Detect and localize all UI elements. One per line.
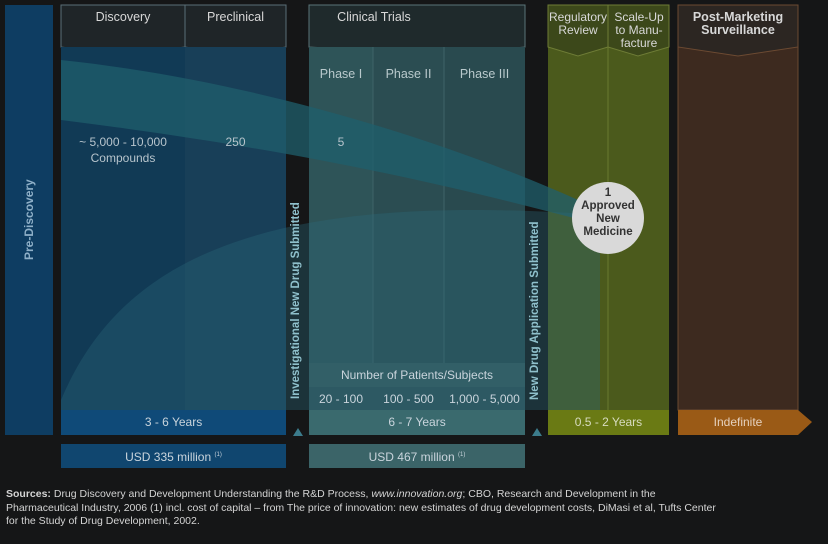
duration-clinical: 6 - 7 Years	[388, 415, 446, 429]
patients-values-box	[309, 387, 525, 410]
phase3-column	[444, 47, 525, 363]
sources-url: www.innovation.org	[371, 488, 463, 500]
phase1-column	[309, 47, 373, 363]
duration-bar-discovery	[61, 410, 286, 435]
pre-discovery-bar	[5, 5, 53, 435]
cost-clinical: USD 467 million (1)	[368, 450, 466, 464]
post-column	[677, 4, 799, 411]
duration-post: Indefinite	[713, 415, 763, 429]
regulatory-header-box	[547, 4, 609, 57]
post-marketing-label: Post-Marketing Surveillance	[692, 10, 784, 37]
duration-review: 0.5 - 2 Years	[574, 415, 643, 429]
approved-medicine-text: 1 Approved New Medicine	[581, 187, 635, 238]
nda-triangle	[532, 428, 542, 436]
preclinical-compounds: 250	[225, 135, 246, 149]
post-header-box	[677, 4, 799, 57]
funnel-lower-area	[61, 210, 600, 410]
scaleup-header-box	[607, 4, 670, 57]
ind-milestone-label: Investigational New Drug Submitted	[290, 202, 302, 400]
patients-title-box	[309, 363, 525, 387]
cost-bar-preclinical	[61, 444, 286, 468]
ind-triangle	[293, 428, 303, 436]
funnel-upper-band	[61, 60, 600, 225]
patients-phase1: 20 - 100	[318, 392, 364, 406]
approved-medicine-circle	[572, 182, 644, 254]
preclinical-label: Preclinical	[207, 10, 264, 24]
duration-bar-clinical	[309, 410, 525, 435]
phase1-compounds: 5	[337, 135, 345, 149]
duration-discovery: 3 - 6 Years	[144, 415, 203, 429]
discovery-compounds: ~ 5,000 - 10,000 Compounds	[79, 135, 167, 165]
scale-up-label: Scale-Up to Manu- facture	[614, 10, 664, 50]
clinical-trials-label: Clinical Trials	[337, 10, 411, 24]
patients-title: Number of Patients/Subjects	[340, 368, 494, 382]
patients-phase3: 1,000 - 5,000	[449, 392, 520, 406]
phase1-label: Phase I	[319, 67, 363, 81]
sources-text: Sources: Drug Discovery and Development …	[6, 488, 716, 527]
nda-milestone-label: New Drug Application Submitted	[529, 221, 541, 401]
discovery-label: Discovery	[95, 10, 151, 24]
regulatory-review-label: Regulatory Review	[548, 10, 608, 37]
cost-bar-clinical	[309, 444, 525, 468]
phase2-label: Phase II	[385, 67, 432, 81]
cost-preclinical: USD 335 million (1)	[125, 450, 222, 464]
duration-bar-review	[548, 410, 669, 435]
phase2-column	[373, 47, 444, 363]
duration-bar-post	[678, 410, 812, 435]
patients-phase2: 100 - 500	[383, 392, 434, 406]
pre-discovery-label: Pre-Discovery	[22, 179, 36, 261]
phase3-label: Phase III	[459, 67, 510, 81]
